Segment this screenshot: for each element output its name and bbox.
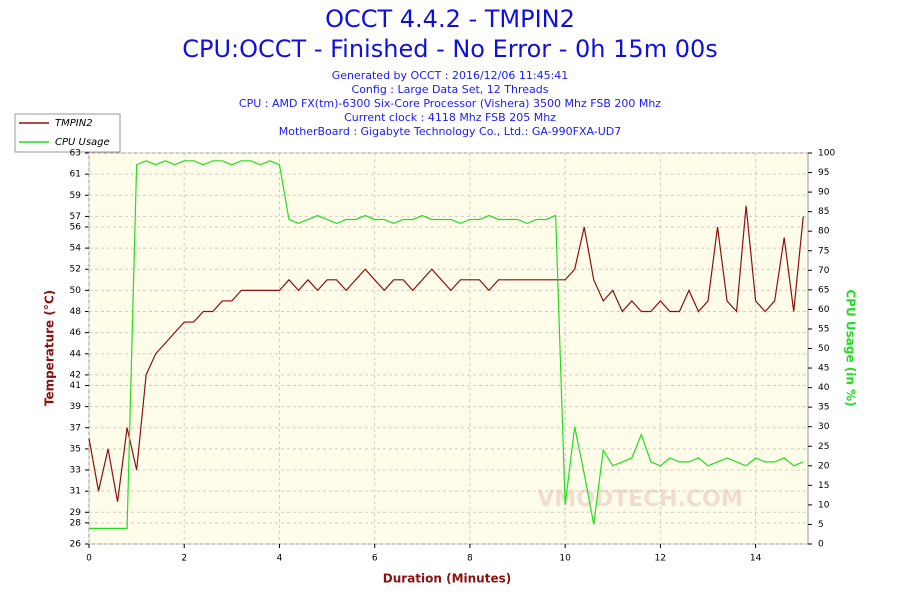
y-tick-label: 41 [70, 381, 81, 391]
legend-label: TMPIN2 [55, 118, 93, 129]
y2-tick-label: 0 [818, 540, 824, 550]
y-tick-label: 57 [70, 212, 81, 222]
y-tick-label: 56 [70, 222, 82, 232]
info-line: Generated by OCCT : 2016/12/06 11:45:41 [332, 69, 569, 82]
y-tick-label: 44 [70, 349, 82, 359]
y-tick-label: 29 [70, 508, 82, 518]
y-tick-label: 31 [70, 487, 81, 497]
x-tick-label: 10 [559, 554, 571, 564]
x-tick-label: 14 [750, 554, 762, 564]
x-axis-label: Duration (Minutes) [383, 572, 511, 586]
x-tick-label: 8 [467, 554, 473, 564]
watermark: VMODTECH.COM [537, 487, 743, 512]
y2-tick-label: 75 [818, 246, 829, 256]
y2-tick-label: 25 [818, 442, 829, 452]
chart-subtitle: CPU:OCCT - Finished - No Error - 0h 15m … [182, 35, 718, 63]
series-line [89, 160, 804, 529]
y-tick-label: 46 [70, 328, 82, 338]
y2-tick-label: 30 [818, 422, 830, 432]
x-tick-label: 4 [277, 554, 283, 564]
y-tick-label: 37 [70, 423, 81, 433]
plot-area [88, 152, 809, 545]
series-line [88, 205, 804, 502]
y-tick-label: 26 [70, 540, 82, 550]
y2-tick-label: 95 [818, 168, 829, 178]
info-line: Current clock : 4118 Mhz FSB 205 Mhz [344, 111, 556, 124]
y2-tick-label: 70 [818, 266, 830, 276]
y2-tick-label: 55 [818, 324, 829, 334]
legend: TMPIN2 CPU Usage [14, 113, 121, 153]
y-tick-label: 61 [70, 170, 81, 180]
y2-tick-label: 90 [818, 188, 830, 198]
y2-tick-label: 45 [818, 364, 829, 374]
y2-tick-label: 65 [818, 285, 829, 295]
chart-title: OCCT 4.4.2 - TMPIN2 [325, 5, 575, 33]
y-tick-label: 50 [70, 286, 82, 296]
y2-tick-label: 50 [818, 344, 830, 354]
info-line: CPU : AMD FX(tm)-6300 Six-Core Processor… [239, 97, 661, 110]
y-tick-label: 59 [70, 191, 82, 201]
x-tick-label: 6 [372, 554, 378, 564]
y-tick-label: 48 [70, 307, 82, 317]
info-line: Config : Large Data Set, 12 Threads [352, 83, 549, 96]
y2-tick-label: 40 [818, 383, 830, 393]
y2-tick-label: 10 [818, 500, 830, 510]
legend-box [14, 113, 121, 153]
y-tick-label: 52 [70, 265, 81, 275]
y-tick-label: 39 [70, 402, 82, 412]
y2-tick-label: 60 [818, 305, 830, 315]
legend-label: CPU Usage [55, 137, 110, 148]
x-tick-label: 12 [655, 554, 666, 564]
y2-tick-label: 35 [818, 403, 829, 413]
y-axis-label: Temperature (°C) [43, 290, 57, 406]
y2-tick-label: 100 [818, 149, 835, 159]
y-tick-label: 28 [70, 518, 82, 528]
y2-tick-label: 20 [818, 461, 830, 471]
y2-tick-label: 5 [818, 520, 824, 530]
info-line: MotherBoard : Gigabyte Technology Co., L… [279, 125, 622, 138]
y2-tick-label: 85 [818, 207, 829, 217]
x-tick-label: 0 [86, 554, 92, 564]
y2-tick-label: 15 [818, 481, 829, 491]
y-tick-label: 54 [70, 244, 82, 254]
y2-axis-label: CPU Usage (in %) [844, 289, 858, 406]
y2-tick-label: 80 [818, 227, 830, 237]
y-tick-label: 42 [70, 370, 81, 380]
y-tick-label: 35 [70, 444, 81, 454]
y-tick-label: 63 [70, 149, 81, 159]
y-tick-label: 33 [70, 466, 81, 476]
x-tick-label: 2 [181, 554, 187, 564]
